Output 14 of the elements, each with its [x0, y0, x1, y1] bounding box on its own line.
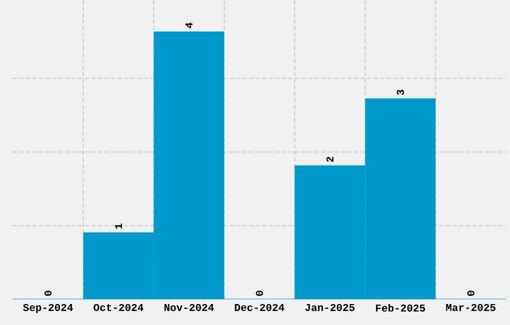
- x-tick-label: Dec-2024: [234, 304, 284, 312]
- data-label: 4: [186, 22, 192, 28]
- data-label: 3: [396, 90, 404, 96]
- data-label: 0: [44, 290, 52, 296]
- data-label: 1: [115, 224, 122, 229]
- data-label: 2: [326, 156, 334, 162]
- x-tick-label: Oct-2024: [94, 304, 144, 312]
- x-tick-label: Sep-2024: [23, 304, 73, 314]
- x-tick-label: Mar-2025: [446, 304, 496, 312]
- x-tick-label: Nov-2024: [164, 304, 214, 312]
- x-tick-label: Jan-2025: [305, 304, 355, 312]
- data-label: 0: [256, 290, 263, 296]
- x-tick-label: Feb-2025: [376, 304, 426, 312]
- data-label: 0: [467, 290, 474, 296]
